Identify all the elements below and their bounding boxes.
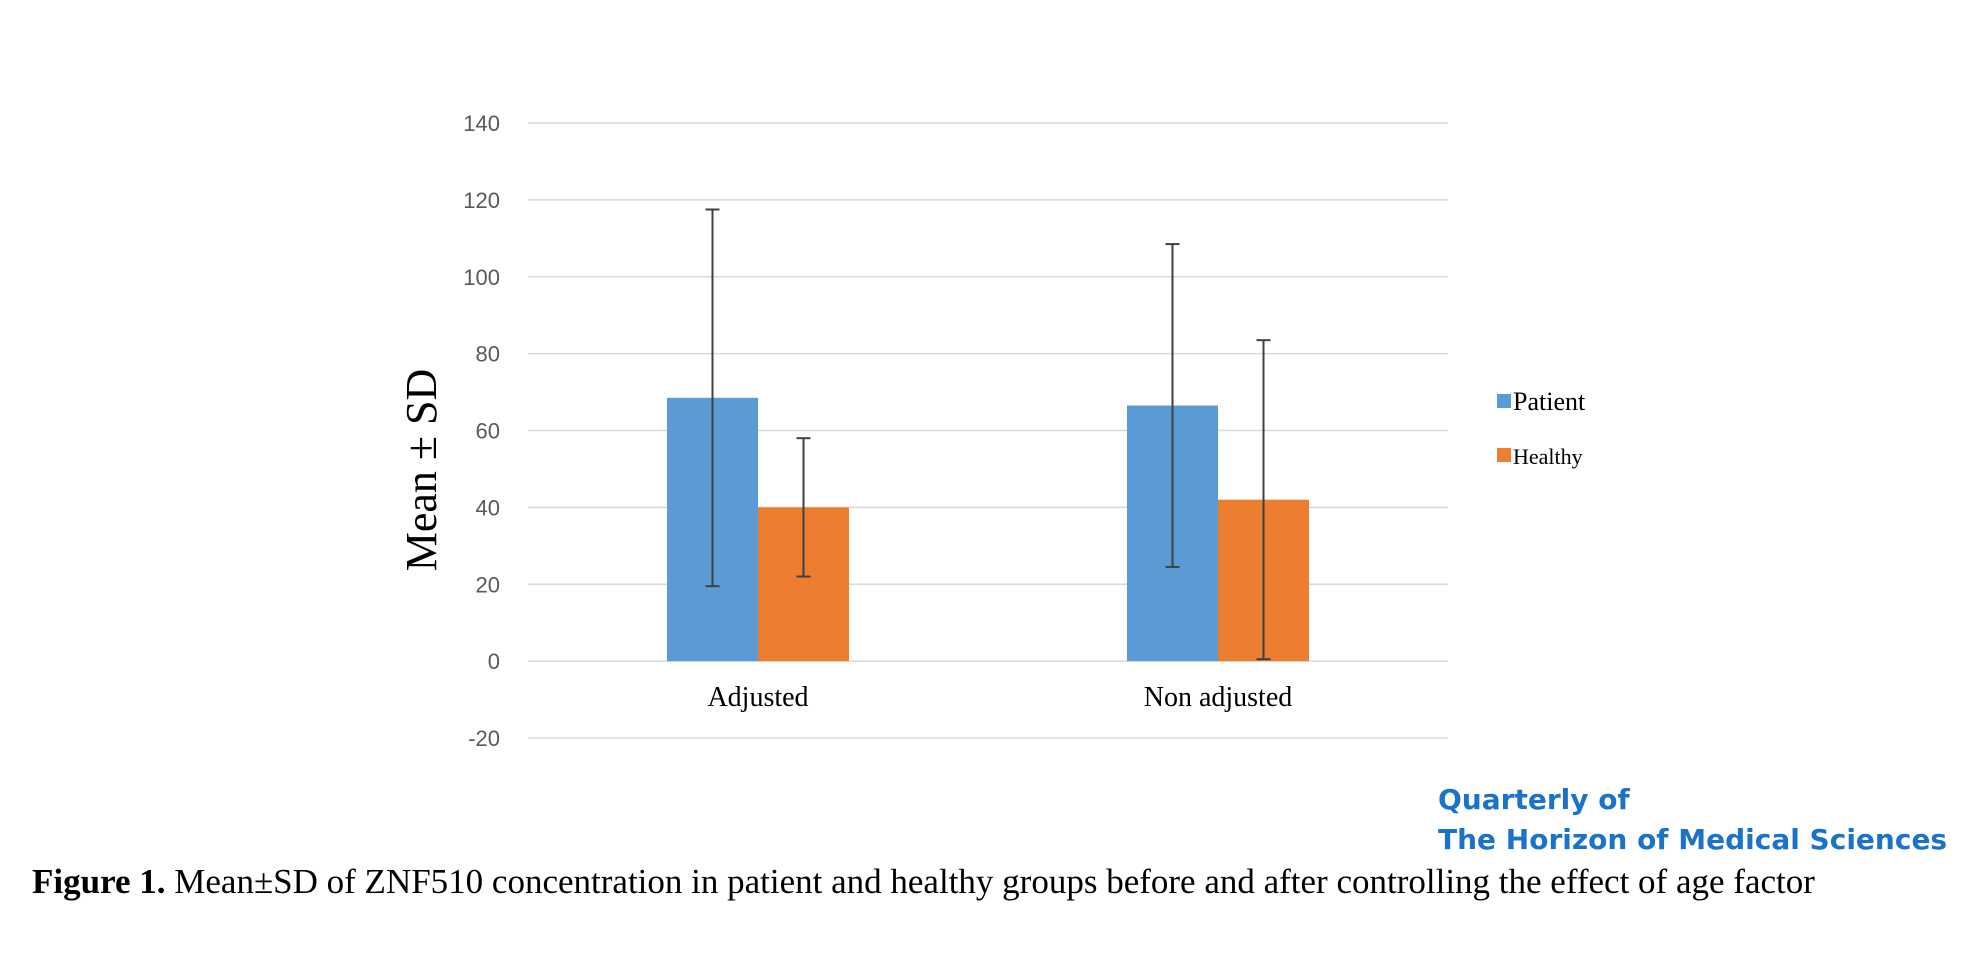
y-tick-label: -20 <box>468 726 500 751</box>
watermark-line-2: The Horizon of Medical Sciences <box>1438 823 1948 856</box>
watermark-line-1: Quarterly of <box>1438 783 1630 816</box>
y-tick-label: 0 <box>488 649 500 674</box>
figure-caption: Figure 1. Mean±SD of ZNF510 concentratio… <box>32 862 1815 902</box>
y-tick-label: 40 <box>476 495 500 520</box>
legend: Patient Healthy <box>1497 387 1586 469</box>
legend-swatch-patient <box>1497 394 1511 408</box>
y-tick-label: 100 <box>463 265 500 290</box>
caption-text: Mean±SD of ZNF510 concentration in patie… <box>165 862 1815 901</box>
y-tick-label: 140 <box>463 111 500 136</box>
error-bars <box>705 208 1271 661</box>
journal-watermark: Quarterly of The Horizon of Medical Scie… <box>1438 780 1947 860</box>
legend-label-patient: Patient <box>1513 387 1586 416</box>
bars <box>667 397 1309 662</box>
y-axis-label: Mean ± SD <box>397 369 446 572</box>
legend-swatch-healthy <box>1497 448 1511 462</box>
y-tick-label: 120 <box>463 188 500 213</box>
y-tick-label: 60 <box>476 419 500 444</box>
y-tick-label: 80 <box>476 342 500 367</box>
bar-chart: -20 0 20 40 60 80 100 120 140 Adjusted Non adjust… <box>397 111 1586 751</box>
x-axis-category-labels: Adjusted Non adjusted <box>707 682 1292 713</box>
y-axis-tick-labels: -20 0 20 40 60 80 100 120 140 <box>463 111 500 751</box>
caption-label: Figure 1. <box>32 862 166 901</box>
category-label: Non adjusted <box>1144 682 1293 713</box>
y-tick-label: 20 <box>476 572 500 597</box>
legend-label-healthy: Healthy <box>1513 444 1583 469</box>
gridlines <box>528 122 1448 739</box>
category-label: Adjusted <box>707 682 808 713</box>
